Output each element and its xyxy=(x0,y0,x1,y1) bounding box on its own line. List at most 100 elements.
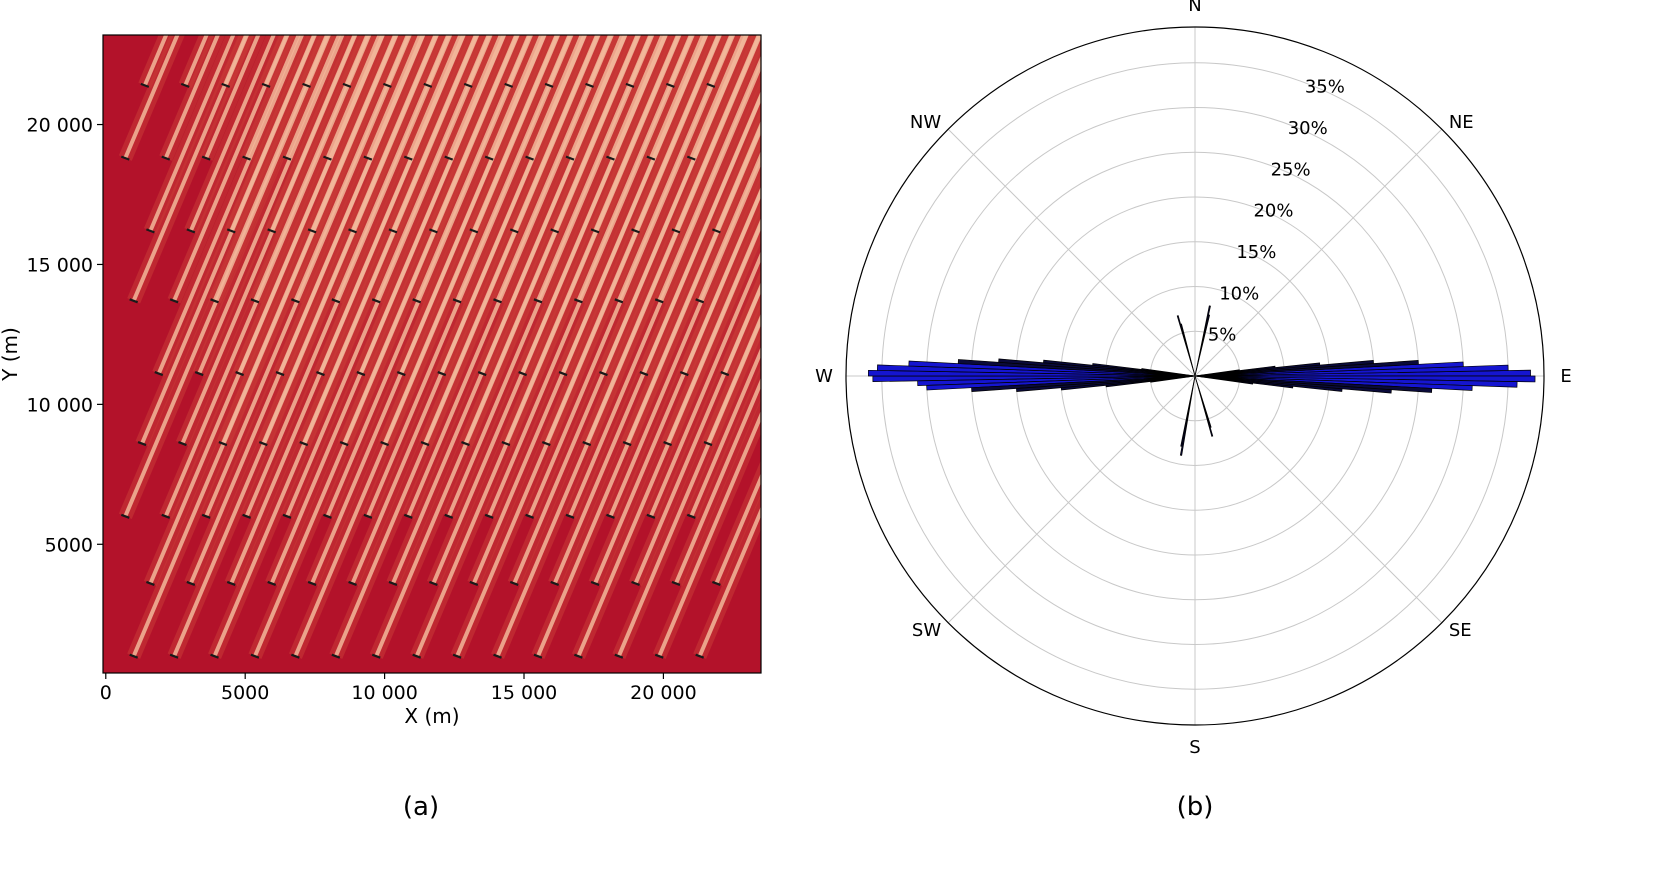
radial-tick-label: 35% xyxy=(1305,77,1345,98)
radial-tick-label: 20% xyxy=(1253,201,1293,222)
wind-rose-bar xyxy=(1141,368,1196,377)
turbine-marker xyxy=(129,298,139,304)
turbine-marker xyxy=(363,155,373,161)
turbine-marker xyxy=(201,513,211,519)
angular-gridline xyxy=(947,375,1196,624)
turbine-marker xyxy=(665,82,675,88)
turbine-marker xyxy=(525,513,534,519)
turbine-marker xyxy=(388,580,398,586)
wind-rose-panel: 5% 10% 15% 20% 25% 30% 35% N NE E SE S SW W NW (b) xyxy=(815,0,1572,822)
wind-rose-bar xyxy=(1150,375,1196,383)
direction-label-n: N xyxy=(1188,0,1201,16)
turbine-marker xyxy=(250,298,260,304)
turbine-marker xyxy=(493,653,502,659)
turbine-marker xyxy=(712,228,721,234)
y-tick-label: 15 000 xyxy=(27,254,93,276)
turbine-marker xyxy=(226,228,236,234)
turbine-marker xyxy=(242,155,251,161)
turbine-marker xyxy=(712,580,721,586)
turbine-marker xyxy=(420,441,430,447)
turbine-marker xyxy=(484,155,494,161)
turbine-marker xyxy=(178,441,187,447)
turbine-marker xyxy=(261,82,271,88)
turbine-marker xyxy=(477,371,487,377)
angular-gridline xyxy=(947,128,1196,377)
turbine-marker xyxy=(444,513,454,519)
turbine-marker xyxy=(541,441,551,447)
turbine-marker xyxy=(631,580,640,586)
direction-label-sw: SW xyxy=(912,620,941,641)
turbine-marker xyxy=(504,82,514,88)
turbine-marker xyxy=(388,228,398,234)
turbine-marker xyxy=(316,371,325,377)
x-tick-label: 5000 xyxy=(221,682,269,704)
turbine-marker xyxy=(679,371,689,377)
x-tick-label: 20 000 xyxy=(630,682,696,704)
turbine-marker xyxy=(412,298,422,304)
turbine-marker xyxy=(194,371,204,377)
turbine-marker xyxy=(140,82,150,88)
turbine-marker xyxy=(622,441,632,447)
turbine-marker xyxy=(558,371,568,377)
wind-rose-bar xyxy=(1194,369,1240,377)
polar-outer-ring xyxy=(845,26,1545,726)
plot-frame xyxy=(102,34,762,674)
panel-label-a: (a) xyxy=(403,792,439,822)
turbine-marker xyxy=(461,441,470,447)
turbine-marker xyxy=(429,228,438,234)
direction-label-ne: NE xyxy=(1449,112,1474,133)
turbine-marker xyxy=(484,513,494,519)
turbine-marker xyxy=(120,155,130,161)
turbine-marker xyxy=(573,298,583,304)
turbine-marker xyxy=(686,155,696,161)
wind-rose-bar xyxy=(1194,375,1212,428)
turbine-marker xyxy=(423,82,433,88)
turbine-marker xyxy=(518,371,528,377)
wake-field-panel: 0 5000 10 000 15 000 20 000 5000 10 000 15 000… xyxy=(0,34,762,822)
turbine-marker xyxy=(275,371,285,377)
turbine-marker xyxy=(663,441,672,447)
turbine-marker xyxy=(267,228,277,234)
radial-tick-label: 5% xyxy=(1208,325,1237,346)
turbine-marker xyxy=(565,155,575,161)
turbine-marker xyxy=(706,82,716,88)
radial-tick-label: 25% xyxy=(1271,159,1311,180)
turbine-marker xyxy=(599,371,608,377)
turbine-marker xyxy=(533,653,543,659)
direction-label-s: S xyxy=(1189,737,1200,758)
turbine-marker xyxy=(154,371,164,377)
turbine-marker xyxy=(267,580,277,586)
direction-label-nw: NW xyxy=(910,112,941,133)
direction-label-se: SE xyxy=(1449,620,1472,641)
turbine-marker xyxy=(282,155,292,161)
turbine-marker xyxy=(180,82,190,88)
turbine-marker xyxy=(161,513,171,519)
turbine-marker xyxy=(509,580,519,586)
y-axis-ticks: 5000 10 000 15 000 20 000 xyxy=(27,115,103,556)
turbine-marker xyxy=(582,441,592,447)
turbine-marker xyxy=(550,228,560,234)
turbine-marker xyxy=(469,228,479,234)
turbine-marker xyxy=(654,653,664,659)
turbine-marker xyxy=(129,653,139,659)
x-axis-label: X (m) xyxy=(404,704,459,728)
direction-label-e: E xyxy=(1560,366,1571,387)
turbine-marker xyxy=(501,441,511,447)
y-axis-label: Y (m) xyxy=(0,327,22,382)
turbine-marker xyxy=(590,228,600,234)
turbine-marker xyxy=(348,228,357,234)
turbine-marker xyxy=(469,580,479,586)
turbine-marker xyxy=(437,371,447,377)
turbine-marker xyxy=(695,653,705,659)
turbine-marker xyxy=(250,653,260,659)
turbine-marker xyxy=(646,155,656,161)
turbine-marker xyxy=(348,580,357,586)
turbine-marker xyxy=(573,653,583,659)
turbine-marker xyxy=(169,653,179,659)
turbine-marker xyxy=(161,155,171,161)
turbine-marker xyxy=(452,653,462,659)
turbine-marker xyxy=(186,228,196,234)
turbine-marker xyxy=(444,155,454,161)
wind-rose-bar xyxy=(1194,375,1254,385)
turbine-marker xyxy=(210,298,219,304)
